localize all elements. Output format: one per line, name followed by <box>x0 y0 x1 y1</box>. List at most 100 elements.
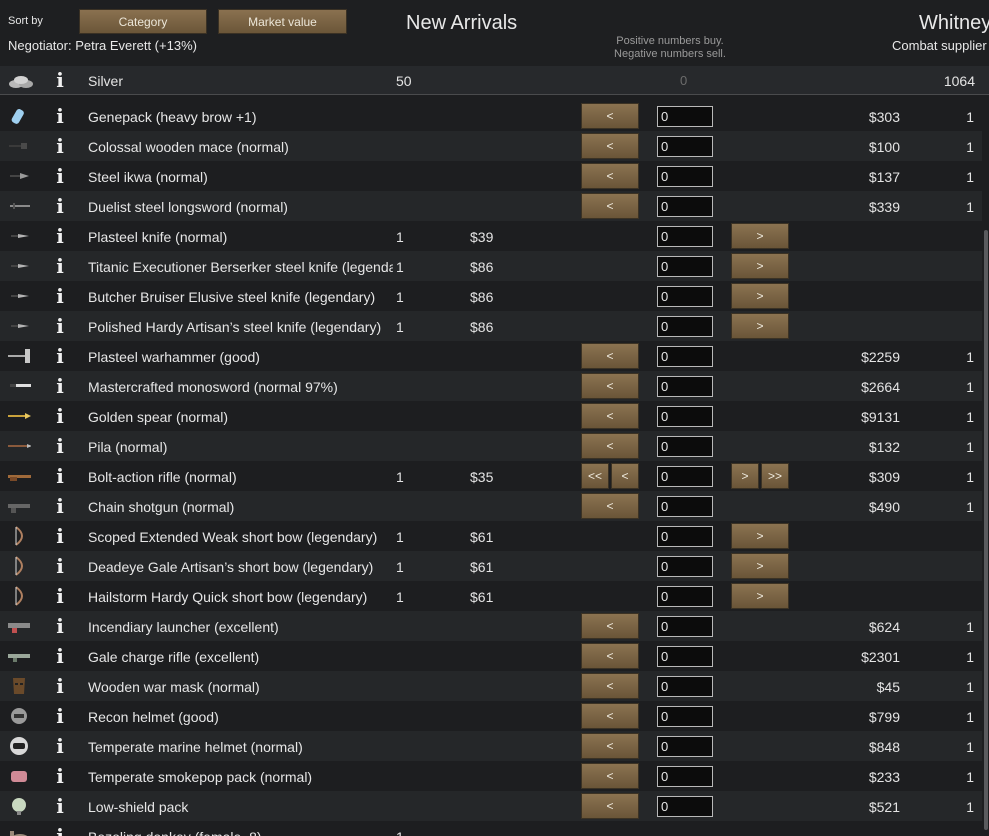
trader-qty: 1 <box>966 439 974 455</box>
shield-pack-icon <box>12 798 26 815</box>
scrollbar-thumb[interactable] <box>984 230 988 830</box>
buy-one-button[interactable]: < <box>581 703 639 729</box>
info-icon[interactable]: i <box>56 194 64 218</box>
info-icon[interactable]: i <box>56 734 64 758</box>
sort-category-button[interactable]: Category <box>79 9 207 34</box>
quantity-input[interactable] <box>657 556 713 577</box>
quantity-input[interactable] <box>657 526 713 547</box>
info-icon[interactable]: i <box>56 824 64 836</box>
trader-qty: 1 <box>966 469 974 485</box>
quantity-input[interactable] <box>657 226 713 247</box>
info-icon[interactable]: i <box>56 644 64 668</box>
quantity-input[interactable] <box>657 496 713 517</box>
info-icon[interactable]: i <box>56 164 64 188</box>
buy-one-button[interactable]: < <box>581 133 639 159</box>
sort-market-value-button[interactable]: Market value <box>218 9 347 34</box>
buy-one-button[interactable]: < <box>611 463 639 489</box>
item-name: Gale charge rifle (excellent) <box>88 649 260 665</box>
buy-one-button[interactable]: < <box>581 193 639 219</box>
buy-one-button[interactable]: < <box>581 793 639 819</box>
trader-price: $2259 <box>861 349 900 365</box>
info-icon[interactable]: i <box>56 464 64 488</box>
item-name: Pila (normal) <box>88 439 168 455</box>
buy-one-button[interactable]: < <box>581 673 639 699</box>
info-icon[interactable]: i <box>56 104 64 128</box>
sell-one-button[interactable]: > <box>731 253 789 279</box>
sell-one-button[interactable]: > <box>731 463 759 489</box>
silver-trader-qty: 1064 <box>943 73 975 89</box>
quantity-input[interactable] <box>657 166 713 187</box>
quantity-input[interactable] <box>657 256 713 277</box>
info-icon[interactable]: i <box>56 374 64 398</box>
quantity-input[interactable] <box>657 736 713 757</box>
info-icon[interactable]: i <box>56 134 64 158</box>
launcher-icon <box>8 623 30 633</box>
trader-qty: 1 <box>966 619 974 635</box>
sell-one-button[interactable]: > <box>731 283 789 309</box>
info-icon[interactable]: i <box>56 224 64 248</box>
quantity-input[interactable] <box>657 196 713 217</box>
quantity-input[interactable] <box>657 376 713 397</box>
trader-price: $2301 <box>861 649 900 665</box>
buy-one-button[interactable]: < <box>581 343 639 369</box>
info-icon[interactable]: i <box>56 314 64 338</box>
quantity-input[interactable] <box>657 346 713 367</box>
info-icon[interactable]: i <box>56 524 64 548</box>
quantity-input[interactable] <box>657 796 713 817</box>
info-icon[interactable]: i <box>56 794 64 818</box>
buy-one-button[interactable]: < <box>581 643 639 669</box>
info-icon[interactable]: i <box>56 254 64 278</box>
colony-qty: 1 <box>396 319 404 335</box>
trade-hint: Positive numbers buy. Negative numbers s… <box>595 35 745 61</box>
quantity-input[interactable] <box>657 766 713 787</box>
info-icon[interactable]: i <box>56 674 64 698</box>
table-row: i Butcher Bruiser Elusive steel knife (le… <box>0 281 982 311</box>
donkey-icon <box>10 831 28 836</box>
trader-qty: 1 <box>966 409 974 425</box>
info-icon[interactable]: i <box>56 614 64 638</box>
pila-icon <box>8 444 31 448</box>
quantity-input[interactable] <box>657 586 713 607</box>
quantity-input[interactable] <box>657 466 713 487</box>
trader-price: $624 <box>868 619 900 635</box>
sell-one-button[interactable]: > <box>731 583 789 609</box>
table-row: i Hailstorm Hardy Quick short bow (legend… <box>0 581 982 611</box>
info-icon[interactable]: i <box>56 554 64 578</box>
info-icon[interactable]: i <box>56 434 64 458</box>
info-icon[interactable]: i <box>56 494 64 518</box>
sell-one-button[interactable]: > <box>731 553 789 579</box>
buy-one-button[interactable]: < <box>581 373 639 399</box>
quantity-input[interactable] <box>657 106 713 127</box>
info-icon[interactable]: i <box>56 584 64 608</box>
trader-price: $9131 <box>861 409 900 425</box>
quantity-input[interactable] <box>657 676 713 697</box>
buy-one-button[interactable]: < <box>581 103 639 129</box>
info-icon[interactable]: i <box>56 344 64 368</box>
sell-one-button[interactable]: > <box>731 523 789 549</box>
quantity-input[interactable] <box>657 316 713 337</box>
info-icon[interactable]: i <box>56 404 64 428</box>
buy-one-button[interactable]: < <box>581 763 639 789</box>
sell-one-button[interactable]: > <box>731 313 789 339</box>
buy-one-button[interactable]: < <box>581 403 639 429</box>
colony-qty: 1 <box>396 259 404 275</box>
quantity-input[interactable] <box>657 706 713 727</box>
quantity-input[interactable] <box>657 616 713 637</box>
buy-all-button[interactable]: << <box>581 463 609 489</box>
quantity-input[interactable] <box>657 646 713 667</box>
buy-one-button[interactable]: < <box>581 733 639 759</box>
sell-all-button[interactable]: >> <box>761 463 789 489</box>
quantity-input[interactable] <box>657 286 713 307</box>
quantity-input[interactable] <box>657 436 713 457</box>
sell-one-button[interactable]: > <box>731 223 789 249</box>
info-icon[interactable]: i <box>56 284 64 308</box>
quantity-input[interactable] <box>657 406 713 427</box>
info-icon[interactable]: i <box>56 704 64 728</box>
buy-one-button[interactable]: < <box>581 613 639 639</box>
buy-one-button[interactable]: < <box>581 433 639 459</box>
quantity-input[interactable] <box>657 136 713 157</box>
buy-one-button[interactable]: < <box>581 163 639 189</box>
info-icon[interactable]: i <box>56 764 64 788</box>
silver-info-icon[interactable]: i <box>56 68 64 92</box>
buy-one-button[interactable]: < <box>581 493 639 519</box>
